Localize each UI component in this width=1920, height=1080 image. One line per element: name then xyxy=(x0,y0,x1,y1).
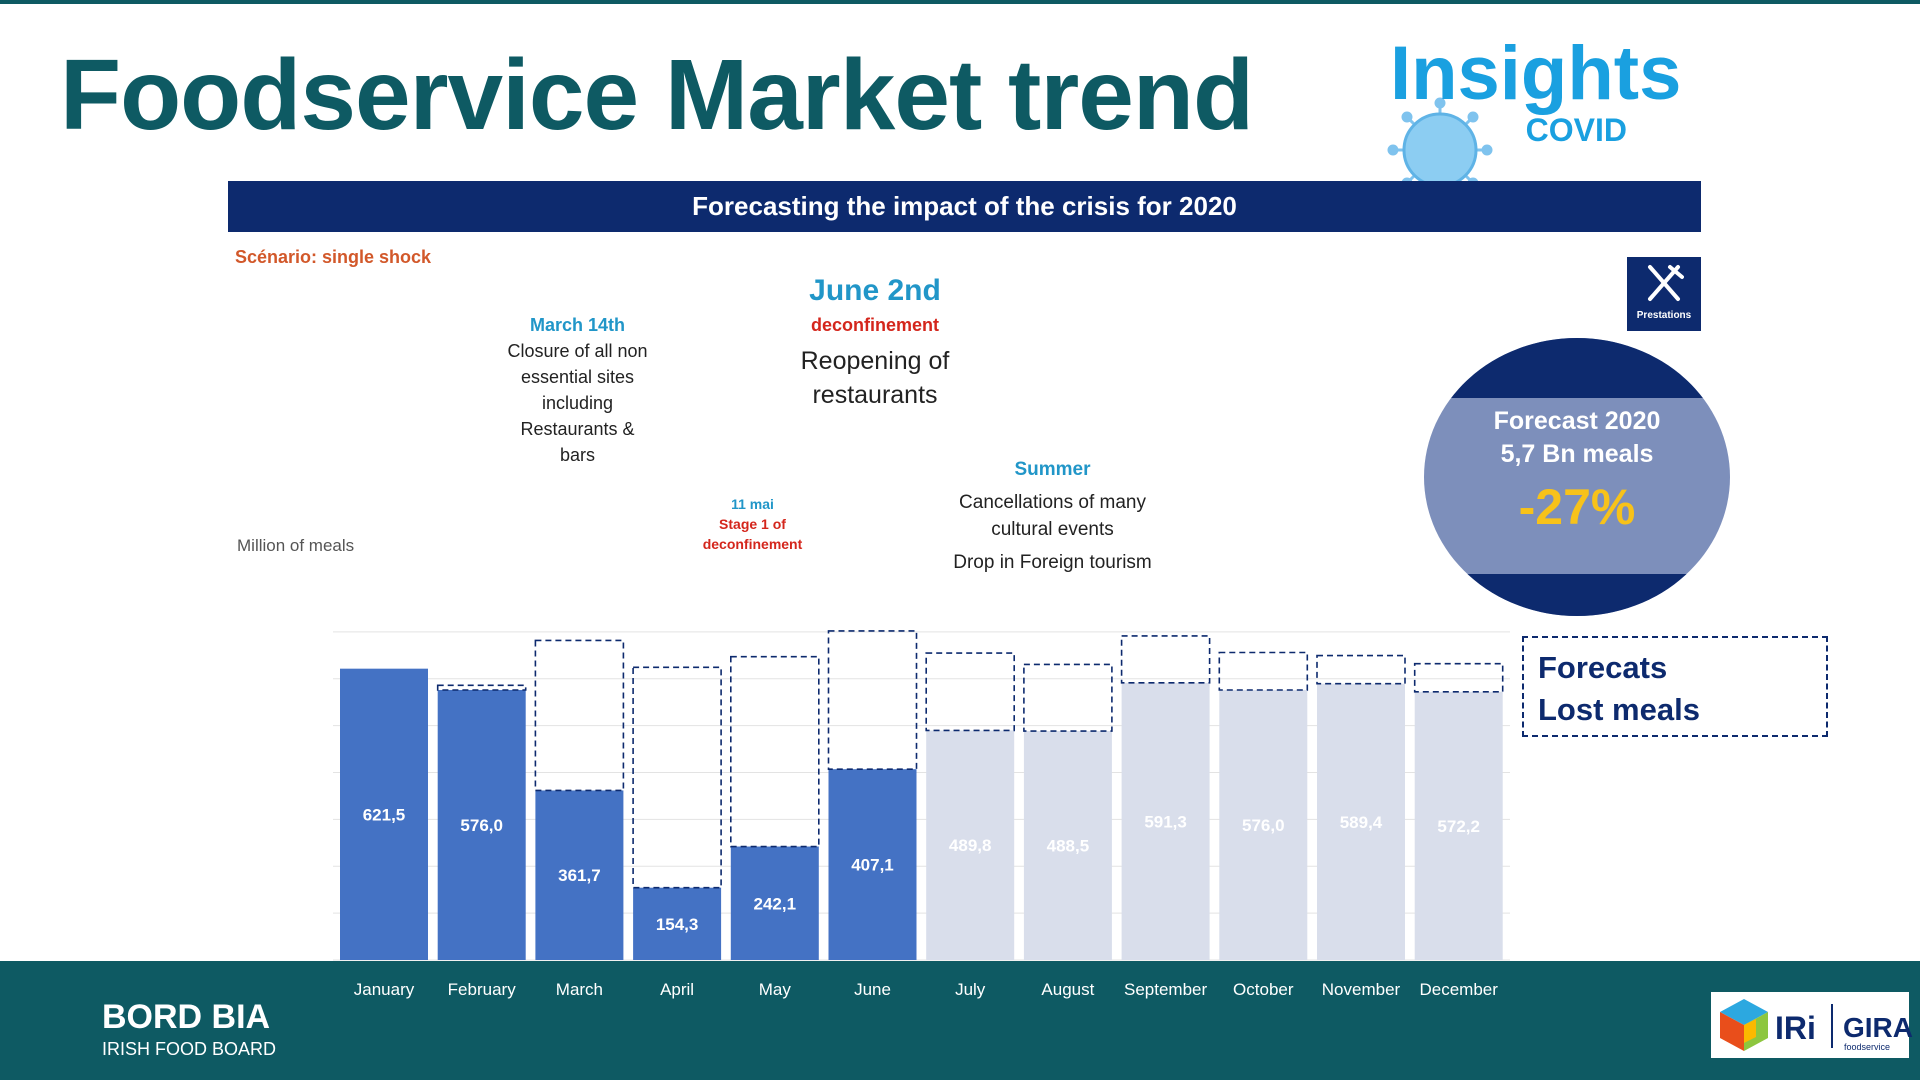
x-tick-april: April xyxy=(660,980,694,999)
x-tick-may: May xyxy=(759,980,792,999)
bar-march xyxy=(535,790,624,960)
lost-meals-may xyxy=(729,655,820,848)
lost-meals-february xyxy=(436,684,527,691)
x-tick-december: December xyxy=(1419,980,1498,999)
lost-meals-june xyxy=(827,630,918,770)
x-tick-september: September xyxy=(1124,980,1207,999)
annotation-summer-line1: Cancellations of many cultural events xyxy=(959,492,1146,540)
annotation-may: 11 mai Stage 1 of deconfinement xyxy=(685,494,820,554)
insights-logo-word: Insights xyxy=(1390,31,1682,116)
y-axis-label: Million of meals xyxy=(237,536,355,555)
partner-logos: IRi GIRA foodservice xyxy=(1711,992,1913,1058)
annotation-summer-line2: Drop in Foreign tourism xyxy=(953,552,1152,573)
lost-meals-april xyxy=(632,666,722,889)
prestations-label: Prestations xyxy=(1636,310,1692,321)
annotation-march: March 14th Closure of all non essential … xyxy=(505,312,650,468)
forecast-band-top xyxy=(1424,338,1730,398)
annotation-june: June 2nd deconfinement Reopening of rest… xyxy=(760,270,990,412)
page-title: Foodservice Market trend xyxy=(60,39,1254,151)
value-label-july: 489,8 xyxy=(949,836,992,855)
annotation-june-sub: deconfinement xyxy=(810,315,939,335)
insights-covid-logo: Insights COVID xyxy=(1385,30,1681,203)
value-label-february: 576,0 xyxy=(460,816,503,835)
partner-divider xyxy=(1831,1004,1833,1048)
gira-logo-text: GIRA xyxy=(1843,1012,1913,1043)
iri-cube-icon xyxy=(1720,999,1768,1051)
scenario-label: Scénario: single shock xyxy=(235,247,432,267)
annotation-may-date: 11 mai xyxy=(731,496,774,512)
prestations-badge: Prestations xyxy=(1627,257,1701,331)
bord-bia-tagline: IRISH FOOD BOARD xyxy=(102,1039,277,1059)
annotation-june-text: Reopening of restaurants xyxy=(800,347,950,409)
annotation-summer: Summer Cancellations of many cultural ev… xyxy=(930,456,1175,576)
legend-line-1: Forecats xyxy=(1538,650,1668,685)
lost-meals-september xyxy=(1120,635,1211,684)
bar-april xyxy=(633,887,722,960)
lost-meals-october xyxy=(1218,651,1309,691)
bar-february xyxy=(437,690,526,960)
bord-bia-brand: BORD BIA xyxy=(102,998,271,1036)
lost-meals-march xyxy=(534,639,625,792)
bar-august xyxy=(1023,731,1112,960)
annotation-june-date: June 2nd xyxy=(809,274,941,307)
x-tick-july: July xyxy=(955,980,986,999)
chart-banner: Forecasting the impact of the crisis for… xyxy=(228,181,1701,232)
x-tick-february: February xyxy=(448,980,517,999)
lost-meals-november xyxy=(1316,654,1406,685)
covid-logo-word: COVID xyxy=(1525,112,1627,148)
annotation-march-text: Closure of all non essential sites inclu… xyxy=(507,341,648,465)
annotation-march-date: March 14th xyxy=(529,315,626,335)
annotation-summer-title: Summer xyxy=(1014,459,1091,480)
x-tick-january: January xyxy=(354,980,415,999)
forecast-title: Forecast 2020 xyxy=(1493,407,1661,435)
bord-bia-logo: BORD BIA IRISH FOOD BOARD xyxy=(102,998,276,1060)
gira-logo-sub: foodservice xyxy=(1844,1042,1891,1052)
lost-meals-december xyxy=(1413,662,1504,693)
forecast-meals: 5,7 Bn meals xyxy=(1500,440,1654,468)
legend-line-2: Lost meals xyxy=(1538,692,1700,727)
forecast-band-bottom xyxy=(1424,574,1730,616)
legend-forecast-lost: Forecats Lost meals xyxy=(1522,636,1828,737)
lost-meals-august xyxy=(1023,663,1113,732)
x-tick-october: October xyxy=(1233,980,1294,999)
top-accent-line xyxy=(0,0,1920,4)
value-label-march: 361,7 xyxy=(558,866,601,885)
value-label-april: 154,3 xyxy=(656,915,699,934)
value-label-january: 621,5 xyxy=(363,805,406,824)
forecast-circle: Forecast 2020 5,7 Bn meals -27% xyxy=(1424,338,1730,616)
x-tick-november: November xyxy=(1322,980,1401,999)
lost-meals-july xyxy=(925,652,1016,732)
x-tick-august: August xyxy=(1041,980,1094,999)
annotation-may-text: Stage 1 of deconfinement xyxy=(702,516,803,552)
bar-january xyxy=(340,668,428,960)
fork-knife-icon xyxy=(1648,265,1684,301)
forecast-change: -27% xyxy=(1518,479,1636,535)
bar-november xyxy=(1317,683,1405,960)
bar-september xyxy=(1121,682,1210,960)
value-label-may: 242,1 xyxy=(754,894,797,913)
bar-october xyxy=(1219,690,1308,960)
value-label-september: 591,3 xyxy=(1144,812,1187,831)
bar-may xyxy=(730,846,819,960)
footer-bar xyxy=(0,961,1920,1080)
iri-logo-text: IRi xyxy=(1775,1010,1816,1046)
x-tick-march: March xyxy=(556,980,603,999)
value-label-december: 572,2 xyxy=(1437,817,1480,836)
value-label-november: 589,4 xyxy=(1340,813,1383,832)
bar-june xyxy=(828,769,917,960)
value-label-june: 407,1 xyxy=(851,856,894,875)
bar-december xyxy=(1414,691,1503,960)
value-label-october: 576,0 xyxy=(1242,816,1285,835)
value-label-august: 488,5 xyxy=(1047,837,1090,856)
x-tick-june: June xyxy=(854,980,891,999)
bar-july xyxy=(926,730,1015,960)
